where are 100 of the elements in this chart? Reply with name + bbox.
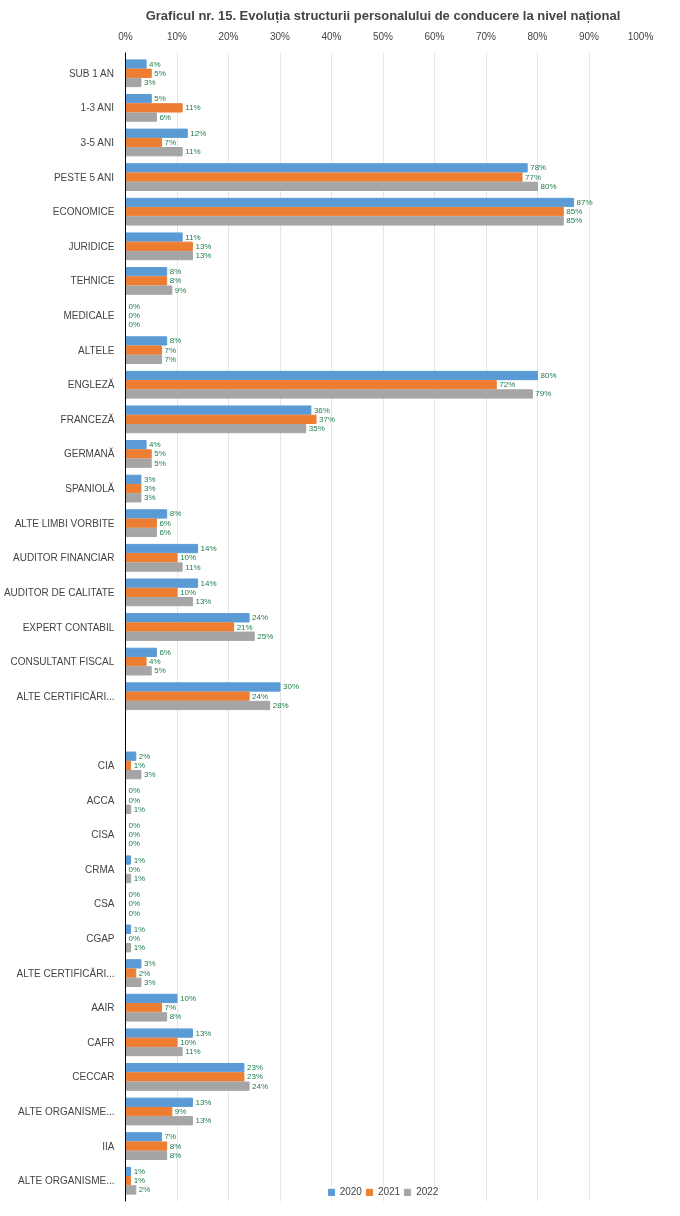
data-label: 10% [180,1037,197,1047]
data-label: 8% [169,1141,182,1151]
bar [125,380,497,390]
y-tick-label: SUB 1 AN [68,67,114,79]
data-label: 0% [128,933,141,943]
data-label: 0% [128,795,141,805]
y-tick-label: 1-3 ANI [80,102,114,114]
data-label: 11% [185,562,201,572]
data-label: 8% [169,1012,182,1022]
data-label: 78% [530,163,547,173]
data-label: 7% [164,345,177,355]
data-label: 1% [133,924,146,934]
x-tick-label: 20% [218,30,239,42]
y-tick-label: CONSULTANT FISCAL [10,656,115,668]
bar [125,631,255,641]
bar [125,959,142,969]
data-label: 2% [138,1185,151,1195]
bar [125,682,281,692]
bar [125,232,183,242]
data-label: 11% [185,1047,201,1057]
data-label: 23% [246,1072,263,1082]
bar [125,700,271,711]
bar [125,128,188,138]
data-label: 1% [133,943,146,953]
bar [125,197,575,208]
bar [125,1046,183,1057]
bar [125,181,538,191]
data-label: 2% [138,968,151,978]
data-label: 72% [499,380,516,390]
bar [125,770,142,780]
bar [125,968,137,978]
y-tick-label: GERMANĂ [63,447,115,460]
data-label: 25% [257,631,274,641]
y-tick-label: MEDICALE [63,310,115,322]
bar [125,458,152,468]
y-tick-label: AUDITOR FINANCIAR [13,552,115,564]
bar [125,804,132,814]
y-tick-label: JURIDICE [68,240,115,252]
data-label: 0% [128,839,141,849]
y-tick-label: SPANIOLĂ [65,482,115,495]
y-tick-label: PESTE 5 ANI [53,171,114,183]
data-label: 24% [252,1081,269,1091]
data-label: 2% [138,751,151,761]
y-tick-label: CECCAR [72,1071,115,1083]
bar [125,1141,168,1151]
data-label: 3% [143,959,156,969]
data-label: 13% [195,1028,212,1038]
data-label: 24% [252,613,269,623]
bar [125,336,168,346]
bar [125,562,183,572]
bar [125,414,317,424]
data-label: 4% [149,440,161,450]
data-label: 0% [128,908,141,918]
data-label: 0% [128,899,141,909]
data-label: 10% [180,553,197,563]
bar [125,1106,173,1117]
data-label: 1% [133,804,146,814]
bar [125,977,142,987]
data-label: 0% [128,820,141,830]
y-tick-label: ALTE CERTIFICĂRI... [16,689,115,702]
bar [125,250,193,261]
data-label: 0% [128,830,141,840]
data-label: 28% [272,700,289,710]
bar [125,527,157,538]
bar [125,137,163,148]
bar [125,172,523,182]
bar [125,1132,163,1142]
data-label: 1% [133,873,146,883]
data-label: 6% [159,647,171,657]
data-label: 13% [195,597,212,607]
bar [125,656,147,667]
data-label: 4% [149,59,161,69]
data-label: 3% [143,493,156,503]
bar [125,267,168,277]
y-tick-label: ALTE ORGANISME... [18,1175,115,1187]
y-tick-label: ECONOMICE [52,206,115,218]
bar [125,423,307,434]
y-tick-label: ALTE CERTIFICĂRI... [16,966,115,979]
bar [125,622,235,632]
data-label: 13% [195,1116,212,1126]
bar [125,147,183,157]
bar [125,440,147,450]
data-label: 1% [133,1167,146,1177]
y-tick-label: ALTE LIMBI VORBITE [14,517,115,529]
bar [125,207,564,217]
data-label: 8% [169,336,182,346]
data-label: 14% [200,578,217,588]
data-label: 8% [169,267,182,277]
data-label: 5% [154,458,166,468]
data-label: 21% [236,622,253,632]
data-label: 12% [190,128,207,138]
bar [125,1150,168,1161]
y-tick-label: CISA [91,829,115,841]
bar [125,578,199,588]
bar [125,518,157,528]
bar [125,1037,178,1047]
y-tick-label: CIA [97,759,115,771]
data-label: 77% [525,172,542,182]
data-label: 79% [535,389,552,399]
bar [125,1063,245,1073]
